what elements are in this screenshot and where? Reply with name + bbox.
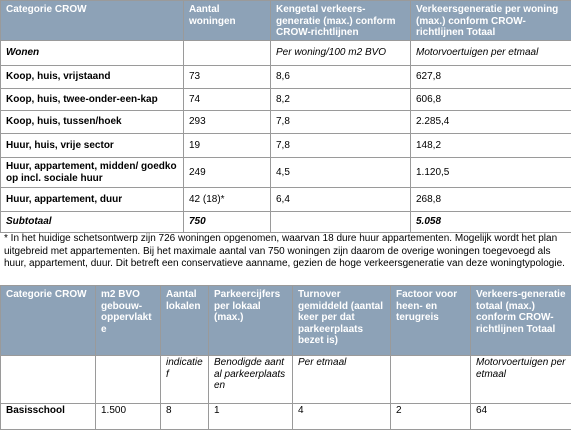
table-cell: Koop, huis, twee-onder-een-kap bbox=[1, 89, 184, 111]
table-cell: 2.285,4 bbox=[411, 111, 571, 134]
table-cell: Per etmaal bbox=[293, 356, 391, 404]
table-cell: Subtotaal bbox=[1, 212, 184, 233]
table-cell bbox=[184, 41, 271, 66]
table-cell: Huur, appartement, duur bbox=[1, 188, 184, 212]
table-cell: 1.120,5 bbox=[411, 158, 571, 188]
table-cell: 7,8 bbox=[271, 111, 411, 134]
table-cell: 42 (18)* bbox=[184, 188, 271, 212]
table-cell bbox=[391, 356, 471, 404]
table-cell bbox=[271, 212, 411, 233]
table-cell bbox=[96, 356, 161, 404]
table-cell: 74 bbox=[184, 89, 271, 111]
table-cell: 268,8 bbox=[411, 188, 571, 212]
table-cell: Benodigde aantal parkeerplaatsen bbox=[209, 356, 293, 404]
header-cell: Parkeercijfers per lokaal (max.) bbox=[209, 286, 293, 356]
table-cell: 6,4 bbox=[271, 188, 411, 212]
table-cell: 606,8 bbox=[411, 89, 571, 111]
table-cell: Motorvoertuigen per etmaal bbox=[471, 356, 571, 404]
table-cell: 627,8 bbox=[411, 66, 571, 89]
table-cell: Wonen bbox=[1, 41, 184, 66]
footnote: * In het huidige schetsontwerp zijn 726 … bbox=[4, 233, 569, 271]
header-cell: Categorie CROW bbox=[1, 1, 184, 41]
table-cell: 148,2 bbox=[411, 134, 571, 158]
table-cell: 64 bbox=[471, 404, 571, 430]
header-cell: Factoor voor heen- en terugreis bbox=[391, 286, 471, 356]
header-cell: Aantal lokalen bbox=[161, 286, 209, 356]
table-cell: 5.058 bbox=[411, 212, 571, 233]
header-cell: Verkeersgeneratie per woning (max.) conf… bbox=[411, 1, 571, 41]
table-cell: 4,5 bbox=[271, 158, 411, 188]
table-cell: 19 bbox=[184, 134, 271, 158]
table-cell: 1 bbox=[209, 404, 293, 430]
table-cell: 7,8 bbox=[271, 134, 411, 158]
table-row: Huur, appartement, midden/ goedkoop incl… bbox=[1, 158, 571, 188]
table-cell: 249 bbox=[184, 158, 271, 188]
header-cell: Categorie CROW bbox=[1, 286, 96, 356]
table-cell: Koop, huis, tussen/hoek bbox=[1, 111, 184, 134]
table-cell: 293 bbox=[184, 111, 271, 134]
table-cell: 1.500 bbox=[96, 404, 161, 430]
table-cell: Koop, huis, vrijstaand bbox=[1, 66, 184, 89]
table-cell: indicatief bbox=[161, 356, 209, 404]
table-cell: 750 bbox=[184, 212, 271, 233]
header-cell: Aantal woningen bbox=[184, 1, 271, 41]
table-cell: Per woning/100 m2 BVO bbox=[271, 41, 411, 66]
header-cell: Turnover gemiddeld (aantal keer per dat … bbox=[293, 286, 391, 356]
table-cell: Huur, appartement, midden/ goedkoop incl… bbox=[1, 158, 184, 188]
table-cell: 73 bbox=[184, 66, 271, 89]
table-cell: Basisschool bbox=[1, 404, 96, 430]
header-cell: Verkeers-generatie totaal (max.) conform… bbox=[471, 286, 571, 356]
table-cell: 2 bbox=[391, 404, 471, 430]
table-cell bbox=[1, 356, 96, 404]
table-cell: 8,2 bbox=[271, 89, 411, 111]
table-cell: Huur, huis, vrije sector bbox=[1, 134, 184, 158]
table-cell: 8,6 bbox=[271, 66, 411, 89]
header-cell: m2 BVO gebouw-oppervlakte bbox=[96, 286, 161, 356]
header-cell: Kengetal verkeers-generatie (max.) confo… bbox=[271, 1, 411, 41]
table-cell: Motorvoertuigen per etmaal bbox=[411, 41, 571, 66]
table-cell: 4 bbox=[293, 404, 391, 430]
table-cell: 8 bbox=[161, 404, 209, 430]
